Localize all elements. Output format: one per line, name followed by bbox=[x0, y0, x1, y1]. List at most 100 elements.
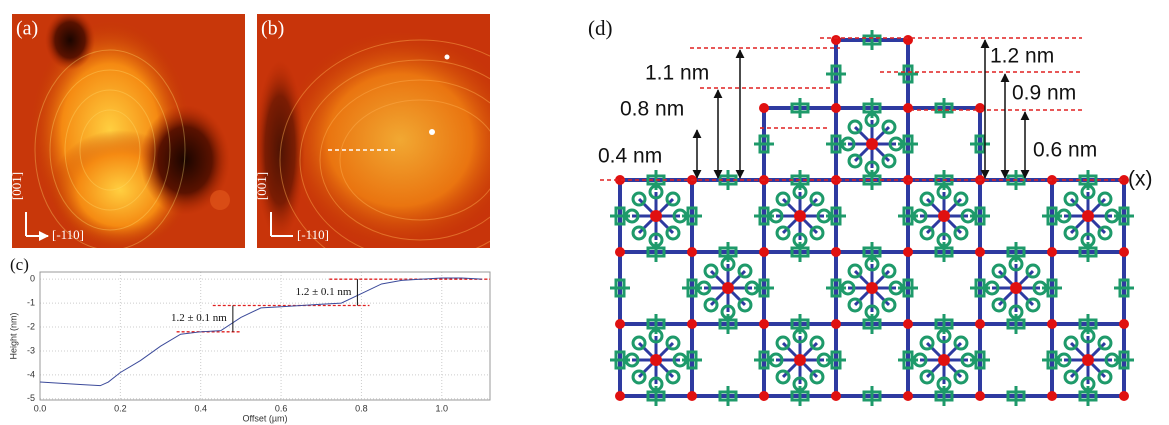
node bbox=[615, 391, 625, 401]
ring bbox=[847, 263, 863, 279]
ring bbox=[737, 297, 753, 313]
ring bbox=[744, 280, 760, 296]
node bbox=[759, 247, 769, 257]
ring bbox=[984, 280, 1000, 296]
node bbox=[1047, 319, 1057, 329]
ring bbox=[1056, 352, 1072, 368]
metal-center bbox=[794, 354, 806, 366]
ring bbox=[1063, 225, 1079, 241]
ring bbox=[809, 191, 825, 207]
axis-label: [-110] bbox=[52, 227, 84, 242]
ring bbox=[881, 119, 897, 135]
dimension-label: 1.1 nm bbox=[645, 62, 709, 85]
ring bbox=[631, 191, 647, 207]
ring bbox=[960, 208, 976, 224]
panel-label: (d) bbox=[588, 16, 613, 40]
axis-label: (x) bbox=[1128, 168, 1153, 191]
profile-chart: 0 -1 -2 -3 -4 -50.0 0.2 0.4 0.6 0.8 1.0 Offset (µm)… bbox=[8, 271, 491, 423]
ring bbox=[648, 328, 664, 344]
node bbox=[759, 319, 769, 329]
dimension-arrows bbox=[692, 39, 1030, 179]
y-tick-label: -3 bbox=[27, 345, 35, 355]
ring bbox=[1104, 352, 1120, 368]
annotation: 1.2 ± 0.1 nm bbox=[296, 286, 352, 298]
node bbox=[903, 35, 913, 45]
ring bbox=[864, 112, 880, 128]
node bbox=[831, 103, 841, 113]
y-tick-label: -2 bbox=[27, 321, 35, 331]
ring bbox=[775, 191, 791, 207]
ring bbox=[792, 184, 808, 200]
ring bbox=[1056, 208, 1072, 224]
axis-label: [001] bbox=[254, 172, 269, 200]
node bbox=[831, 175, 841, 185]
ring bbox=[809, 225, 825, 241]
ring bbox=[864, 304, 880, 320]
y-axis-label: Height (nm) bbox=[8, 312, 18, 359]
ring bbox=[953, 335, 969, 351]
y-tick-label: -1 bbox=[27, 297, 35, 307]
x-tick-label: 1.0 bbox=[436, 403, 449, 413]
node bbox=[615, 319, 625, 329]
annotation: 1.2 ± 0.1 nm bbox=[171, 312, 227, 324]
ring bbox=[809, 335, 825, 351]
ring bbox=[881, 297, 897, 313]
ring bbox=[665, 335, 681, 351]
ring bbox=[696, 280, 712, 296]
node bbox=[975, 319, 985, 329]
x-tick-label: 0.4 bbox=[194, 403, 207, 413]
direction-arrows bbox=[270, 212, 293, 237]
metal-center bbox=[1082, 210, 1094, 222]
ring bbox=[864, 256, 880, 272]
ring bbox=[1080, 328, 1096, 344]
node bbox=[1119, 319, 1129, 329]
node bbox=[903, 247, 913, 257]
y-tick-label: 0 bbox=[30, 274, 35, 284]
ring bbox=[953, 191, 969, 207]
profile-line bbox=[39, 277, 482, 387]
x-tick-label: 0.6 bbox=[275, 403, 288, 413]
y-tick-label: -5 bbox=[27, 393, 35, 403]
ring bbox=[792, 376, 808, 392]
ring bbox=[720, 256, 736, 272]
ring bbox=[624, 352, 640, 368]
ring bbox=[1063, 191, 1079, 207]
ring bbox=[864, 160, 880, 176]
plot-frame bbox=[39, 271, 491, 401]
ring bbox=[631, 335, 647, 351]
node bbox=[687, 391, 697, 401]
ring bbox=[919, 191, 935, 207]
ring bbox=[1097, 191, 1113, 207]
ring bbox=[809, 369, 825, 385]
ring bbox=[792, 328, 808, 344]
ring bbox=[672, 208, 688, 224]
ring bbox=[665, 369, 681, 385]
dimension-label: 0.8 nm bbox=[620, 98, 684, 121]
ring bbox=[1008, 304, 1024, 320]
ring bbox=[1025, 263, 1041, 279]
dimension-label: 0.9 nm bbox=[1012, 82, 1076, 105]
ring bbox=[1097, 369, 1113, 385]
node bbox=[615, 247, 625, 257]
node bbox=[831, 35, 841, 45]
ring bbox=[703, 297, 719, 313]
panel-label: (b) bbox=[261, 18, 284, 40]
panel-label: (c) bbox=[10, 255, 29, 274]
ring bbox=[1025, 297, 1041, 313]
ring bbox=[672, 352, 688, 368]
metal-center bbox=[650, 354, 662, 366]
ring bbox=[1104, 208, 1120, 224]
ring bbox=[847, 297, 863, 313]
ring bbox=[960, 352, 976, 368]
x-axis-label: Offset (µm) bbox=[242, 413, 287, 423]
x-tick-label: 0.2 bbox=[114, 403, 127, 413]
node bbox=[759, 103, 769, 113]
node bbox=[687, 319, 697, 329]
ring bbox=[1097, 335, 1113, 351]
node bbox=[903, 103, 913, 113]
ring bbox=[1063, 335, 1079, 351]
ring bbox=[631, 225, 647, 241]
ring bbox=[953, 369, 969, 385]
dimension-label: 0.4 nm bbox=[598, 145, 662, 168]
